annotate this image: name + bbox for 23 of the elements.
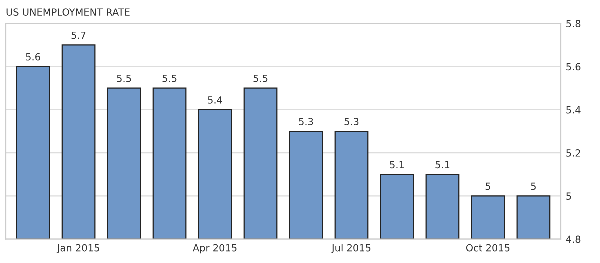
chart-title: US UNEMPLOYMENT RATE — [6, 8, 130, 16]
data-label: 5.1 — [436, 161, 450, 169]
data-label: 5.7 — [72, 32, 86, 40]
y-tick-label: 4.8 — [566, 236, 581, 244]
data-label: 5.5 — [117, 75, 132, 82]
x-tick-label: Jul 2015 — [331, 244, 371, 254]
y-tick-label: 5.8 — [566, 20, 581, 28]
data-label: 5.5 — [254, 75, 268, 82]
data-label: 5.3 — [344, 118, 359, 126]
data-label: 5.6 — [26, 53, 40, 61]
y-tick-label: 5.2 — [566, 150, 580, 157]
x-tick-label: Oct 2015 — [466, 244, 510, 252]
data-label: 5.4 — [208, 96, 222, 104]
data-label: 5 — [531, 182, 536, 190]
data-label: 5.5 — [162, 75, 177, 82]
data-label: 5.1 — [390, 161, 404, 169]
y-tick-label: 5.4 — [566, 106, 581, 114]
data-label: 5 — [486, 182, 490, 190]
x-tick-label: Jan 2015 — [56, 244, 100, 254]
y-tick-label: 5.6 — [566, 63, 581, 71]
x-tick-label: Apr 2015 — [193, 244, 237, 254]
y-tick-label: 5 — [566, 192, 572, 200]
data-label: 5.3 — [299, 118, 314, 126]
